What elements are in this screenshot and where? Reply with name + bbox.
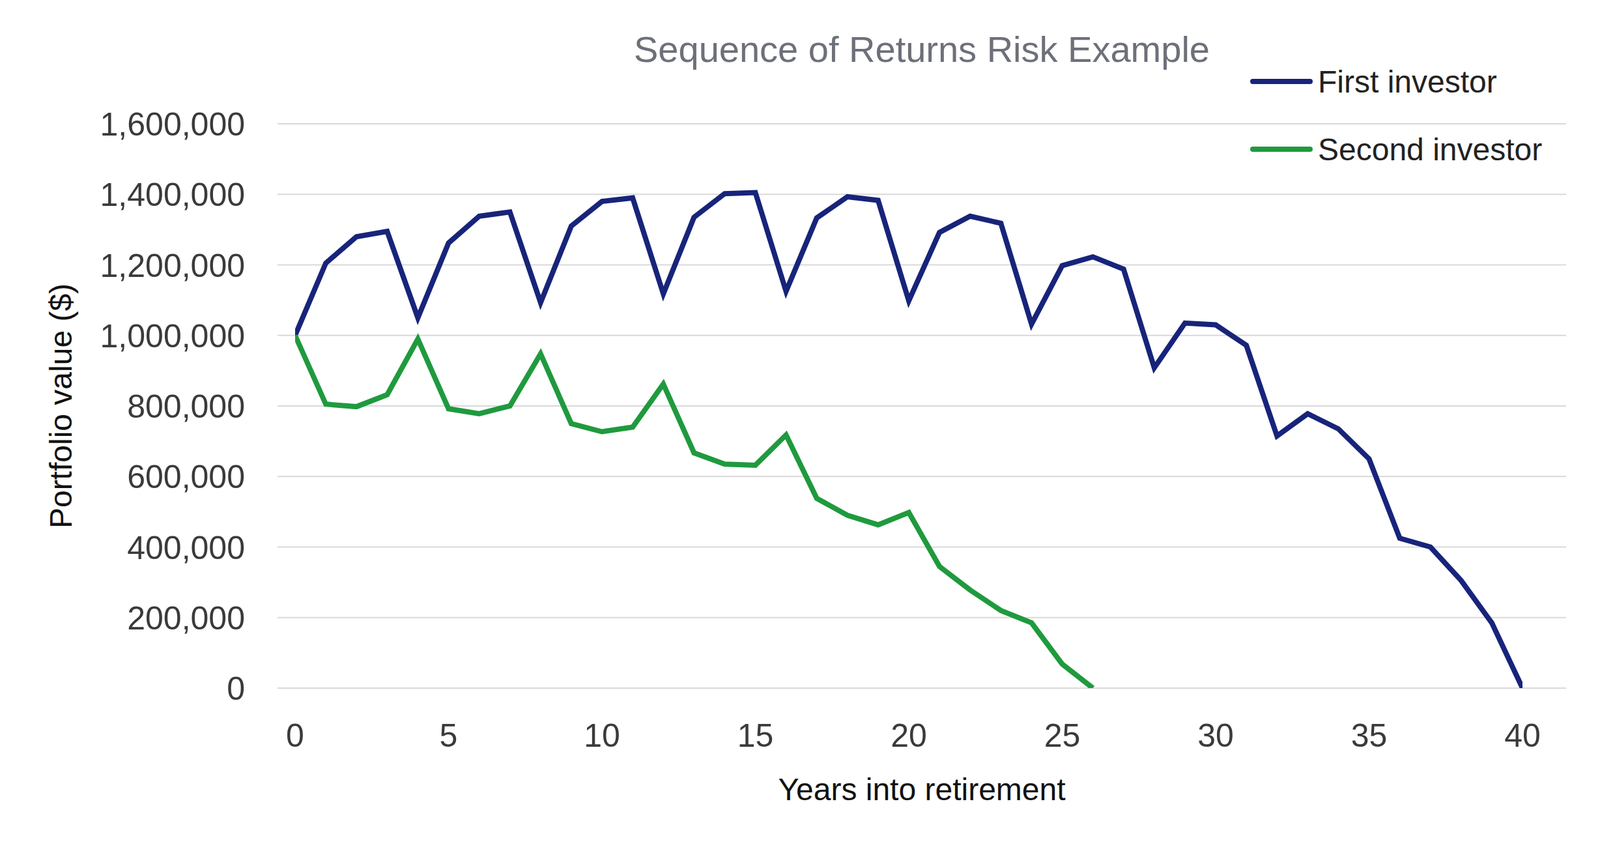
- legend-key: [1252, 78, 1311, 85]
- y-tick-label: 600,000: [127, 458, 245, 496]
- grid-line: [277, 123, 1567, 125]
- x-axis-title: Years into retirement: [777, 771, 1066, 807]
- y-tick-label: 1,200,000: [100, 247, 245, 285]
- grid-line: [277, 475, 1567, 477]
- grid-line: [277, 616, 1567, 619]
- y-tick-label: 1,000,000: [100, 317, 245, 355]
- y-tick-label: 800,000: [127, 388, 245, 425]
- legend-key: [1252, 146, 1311, 152]
- x-tick-label: 10: [583, 717, 621, 754]
- x-tick-label: 35: [1351, 717, 1388, 754]
- y-tick-label: 1,600,000: [100, 106, 245, 143]
- grid-line: [277, 405, 1567, 407]
- chart: Sequence of Returns Risk Example 0 200,000…: [0, 0, 1600, 851]
- x-tick-label: 25: [1044, 717, 1081, 754]
- y-axis-title: Portfolio value ($): [43, 283, 79, 529]
- x-tick-label: 5: [439, 717, 458, 754]
- series-line: [295, 335, 1094, 688]
- x-tick-label: 40: [1504, 717, 1541, 754]
- y-tick-label: 1,400,000: [100, 176, 245, 214]
- lines: [295, 192, 1523, 689]
- grid-line: [277, 264, 1567, 266]
- x-tick-label: 30: [1197, 717, 1234, 754]
- grid-line: [277, 193, 1567, 195]
- grid-line: [277, 546, 1567, 548]
- series-line: [295, 192, 1523, 689]
- grid-line: [277, 334, 1567, 337]
- legend-label: Second investor: [1317, 132, 1543, 167]
- y-tick-label: 200,000: [127, 600, 245, 637]
- title: Sequence of Returns Risk Example: [633, 28, 1210, 70]
- legend-label: First investor: [1317, 64, 1498, 100]
- y-tick-label: 0: [226, 670, 245, 707]
- x-tick-label: 0: [285, 717, 305, 754]
- y-tick-label: 400,000: [127, 529, 245, 567]
- x-tick-label: 20: [890, 717, 928, 754]
- x-tick-label: 15: [737, 717, 774, 754]
- grid-line: [277, 687, 1567, 689]
